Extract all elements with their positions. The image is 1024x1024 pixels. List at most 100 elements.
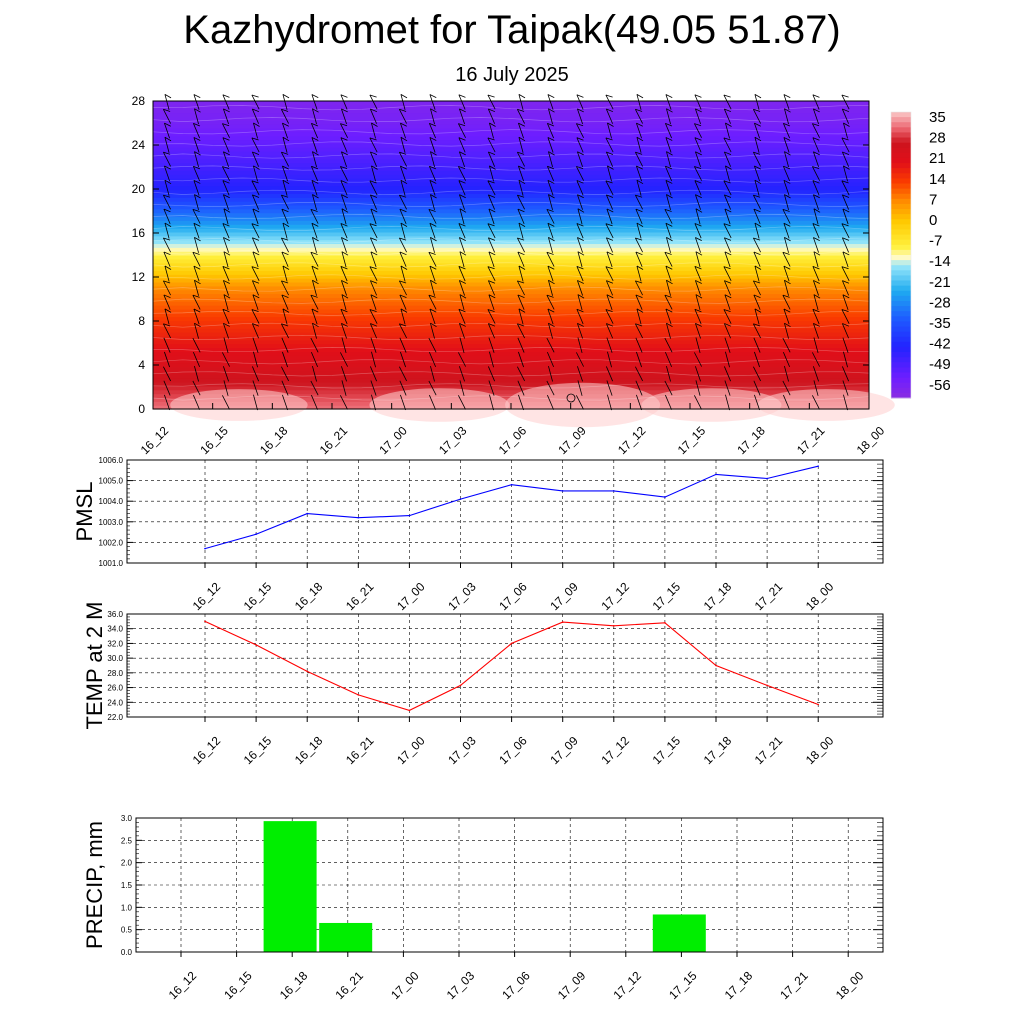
wind-barb <box>843 351 848 368</box>
wind-barb <box>311 122 319 139</box>
wind-barb <box>369 223 378 239</box>
colorbar-label: -49 <box>929 356 951 373</box>
colorbar-bin <box>891 336 911 343</box>
wind-barb <box>428 380 437 396</box>
wind-barb <box>695 208 703 225</box>
wind-barb <box>282 94 290 110</box>
wind-barb <box>164 165 171 182</box>
wind-barb <box>488 251 496 268</box>
wind-barb <box>606 380 613 396</box>
wind-barb <box>577 208 585 225</box>
wind-barb <box>695 194 702 210</box>
wind-barb <box>753 380 761 396</box>
y-tick-label: 24.0 <box>107 698 123 707</box>
field-band <box>153 174 869 179</box>
wind-barb <box>725 351 730 368</box>
wind-barb <box>576 94 584 110</box>
wind-barb <box>635 380 643 396</box>
contour-line <box>152 105 870 111</box>
field-band <box>153 147 869 152</box>
x-tick-label: 17_12 <box>598 733 632 767</box>
wind-barb <box>723 309 732 324</box>
y-tick-label: 2.0 <box>121 859 133 868</box>
wind-barb <box>312 365 317 382</box>
wind-barb <box>458 223 466 239</box>
wind-barb <box>222 352 230 367</box>
x-tick-label: 17_03 <box>445 733 479 767</box>
chart-title: Kazhydromet for Taipak(49.05 51.87) <box>183 8 841 52</box>
wind-barb <box>694 265 702 282</box>
field-band <box>153 139 869 144</box>
wind-barb <box>223 237 230 253</box>
wind-barb <box>664 294 673 310</box>
y-tick-label: 24 <box>132 138 146 152</box>
wind-barb <box>281 208 289 225</box>
wind-barb <box>784 237 791 253</box>
wind-barb <box>665 165 673 182</box>
x-tick-label: 17_15 <box>650 733 684 767</box>
wind-barb <box>341 237 348 253</box>
field-band <box>153 112 869 117</box>
wind-barb <box>841 137 850 153</box>
wind-barb <box>164 122 171 139</box>
wind-barb <box>399 194 407 210</box>
wind-barb <box>576 308 584 325</box>
data-point <box>306 512 309 515</box>
wind-barb <box>636 165 643 182</box>
field-band <box>153 351 869 356</box>
wind-barb <box>253 351 258 368</box>
field-band <box>153 170 869 175</box>
wind-barb <box>518 351 524 368</box>
field-band <box>153 332 869 337</box>
contour-line <box>152 141 870 147</box>
x-tick-label: 17_09 <box>547 579 581 613</box>
wind-barb <box>489 394 494 411</box>
wind-barb <box>607 165 614 182</box>
wind-barb <box>754 122 761 139</box>
x-tick-label: 16_12 <box>138 423 172 457</box>
data-point <box>459 684 462 687</box>
x-tick-label: 17_06 <box>499 968 533 1002</box>
wind-barb <box>488 294 496 310</box>
wind-barb <box>164 394 170 411</box>
wind-barb <box>724 366 731 382</box>
wind-barb <box>841 266 850 282</box>
contour-line <box>152 153 870 159</box>
wind-barb <box>459 380 465 396</box>
colorbar-bin <box>891 300 911 307</box>
wind-barb <box>754 308 762 325</box>
y-axis-label: PRECIP, mm <box>82 821 107 949</box>
colorbar-bin <box>891 260 911 266</box>
wind-barb <box>724 294 732 310</box>
field-band <box>153 274 869 279</box>
x-tick-label: 17_06 <box>496 423 530 457</box>
wind-barb <box>164 222 172 239</box>
field-band <box>153 335 869 341</box>
wind-barb <box>841 94 850 110</box>
data-point <box>510 483 513 486</box>
wind-barb <box>369 266 378 282</box>
x-tick-label: 16_15 <box>241 733 275 767</box>
surface-warm-spot <box>757 389 895 421</box>
wind-barb <box>459 108 466 125</box>
wind-barb <box>223 151 230 167</box>
wind-barb <box>547 165 555 182</box>
x-tick-label: 17_15 <box>650 579 684 613</box>
colorbar-bin <box>891 193 911 200</box>
wind-barb <box>518 394 524 411</box>
wind-barb <box>251 266 260 282</box>
wind-barb <box>370 237 378 253</box>
colorbar-bin <box>891 285 911 292</box>
colorbar-label: -28 <box>929 294 951 311</box>
wind-barb <box>340 123 348 139</box>
wind-barb <box>194 279 201 296</box>
wind-barb <box>193 165 201 182</box>
wind-barb <box>281 380 289 396</box>
wind-barb <box>193 265 201 282</box>
wind-barb <box>310 251 319 267</box>
x-tick-label: 16_18 <box>292 733 326 767</box>
x-tick-label: 16_12 <box>190 579 224 613</box>
wind-barb <box>664 380 673 396</box>
contour-line <box>152 359 870 365</box>
